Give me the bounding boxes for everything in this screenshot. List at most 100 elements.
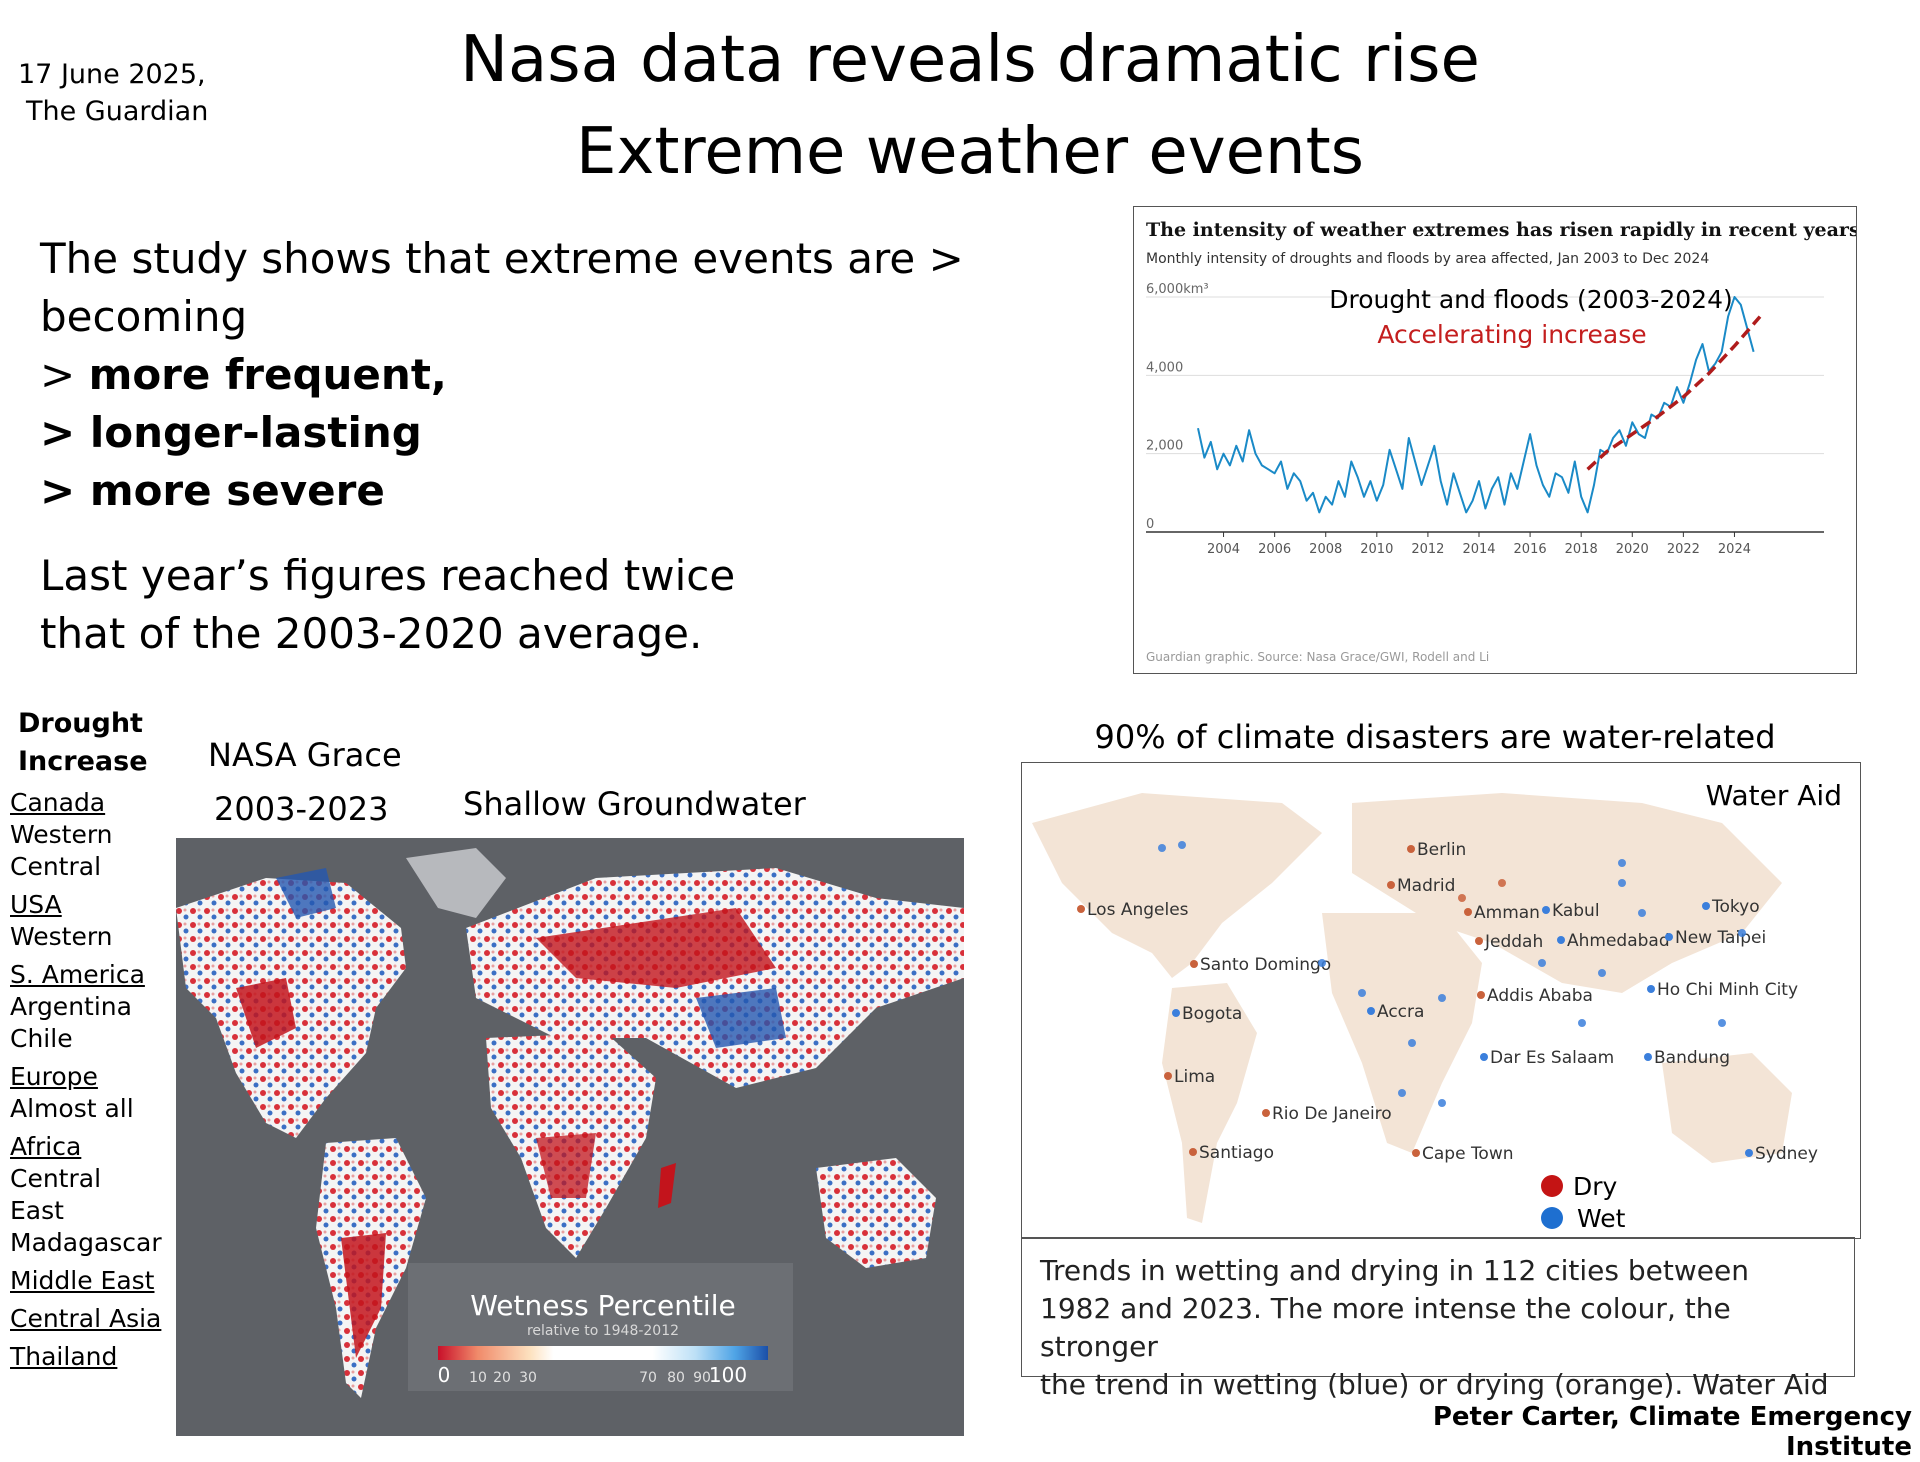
nasa-wetness-map: Wetness Percentile relative to 1948-2012… <box>176 838 964 1436</box>
caption-line-2: 1982 and 2023. The more intense the colo… <box>1040 1292 1731 1363</box>
city-dot <box>1738 929 1746 937</box>
city-label: Ahmedabad <box>1567 931 1670 951</box>
city-dot <box>1172 1009 1180 1017</box>
legend-tick-label: 90 <box>693 1370 711 1386</box>
wa-australia <box>1662 1053 1792 1163</box>
drought-region-name: Middle East <box>10 1266 155 1295</box>
city-dot <box>1189 1148 1197 1156</box>
city-dot <box>1618 859 1626 867</box>
city-label: Lima <box>1174 1067 1215 1087</box>
caption-line-1: Trends in wetting and drying in 112 citi… <box>1040 1254 1749 1287</box>
x-tick-label: 2014 <box>1462 542 1495 557</box>
city-dot <box>1718 1019 1726 1027</box>
x-tick-label: 2022 <box>1667 542 1700 557</box>
city-dot <box>1498 879 1506 887</box>
x-tick-label: 2018 <box>1565 542 1598 557</box>
shallow-groundwater-label: Shallow Groundwater <box>463 785 806 823</box>
chart-footer: Guardian graphic. Source: Nasa Grace/GWI… <box>1146 650 1489 664</box>
city-dot <box>1638 909 1646 917</box>
chart-subtitle: Monthly intensity of droughts and floods… <box>1146 251 1709 267</box>
africa-dry-region <box>536 1133 596 1198</box>
city-dot <box>1398 1089 1406 1097</box>
x-tick-label: 2016 <box>1514 542 1547 557</box>
city-dot <box>1480 1053 1488 1061</box>
x-tick-label: 2020 <box>1616 542 1649 557</box>
city-dot <box>1358 989 1366 997</box>
y-tick-label: 0 <box>1146 517 1154 532</box>
city-label: Madrid <box>1397 876 1455 896</box>
city-dot <box>1542 906 1550 914</box>
legend-wet-dot <box>1541 1207 1563 1229</box>
drought-subregion: Madagascar <box>10 1228 162 1257</box>
study-bullet-2: > longer-lasting <box>40 408 422 457</box>
water-aid-map-svg: Water Aid Berlin Madrid Los Angeles Amman Ka… <box>1032 779 1842 1233</box>
city-dot <box>1618 879 1626 887</box>
city-dot <box>1665 933 1673 941</box>
drought-region-name: Africa <box>10 1132 82 1161</box>
overlay-trend-label: Accelerating increase <box>1377 320 1646 349</box>
city-label: Cape Town <box>1422 1144 1514 1164</box>
city-label: Sydney <box>1755 1144 1818 1164</box>
city-dot <box>1598 969 1606 977</box>
city-dot <box>1318 959 1326 967</box>
greenland-shape <box>406 848 506 918</box>
legend-tick-label: 70 <box>639 1370 657 1386</box>
last-year-note: Last year’s figures reached twice that o… <box>40 547 840 663</box>
series-line <box>1197 296 1755 514</box>
drought-regions: Canada Western Central USA Western S. America… <box>10 787 170 1373</box>
guardian-chart-svg: The intensity of weather extremes has ri… <box>1146 219 1856 664</box>
wa-south-america <box>1162 983 1257 1223</box>
nasa-grace-years: 2003-2023 <box>214 790 389 828</box>
city-dot <box>1477 991 1485 999</box>
city-dot <box>1745 1149 1753 1157</box>
city-dot <box>1702 902 1710 910</box>
study-line-1: The study shows that extreme events are … <box>40 234 964 283</box>
city-dot <box>1387 881 1395 889</box>
drought-heading-1: Drought <box>18 708 143 739</box>
author-credit: Peter Carter, Climate Emergency Institut… <box>1432 1402 1912 1462</box>
madagascar-shape <box>658 1163 676 1208</box>
y-tick-label: 6,000km³ <box>1146 282 1209 297</box>
drought-increase-list: Drought Increase Canada Western Central USA… <box>10 705 170 1373</box>
drought-region-name: Canada <box>10 788 106 817</box>
drought-heading-2: Increase <box>18 746 148 777</box>
drought-subregion: East <box>10 1196 64 1225</box>
legend-tick-label: 100 <box>709 1363 747 1387</box>
city-dot <box>1262 1109 1270 1117</box>
nasa-grace-title: NASA Grace <box>208 736 402 774</box>
wetness-map-svg: Wetness Percentile relative to 1948-2012… <box>176 848 964 1398</box>
city-dot <box>1178 841 1186 849</box>
x-tick-label: 2004 <box>1207 542 1240 557</box>
wa-eurasia <box>1352 793 1782 993</box>
study-line-2: becoming <box>40 292 248 341</box>
legend-tick-label: 20 <box>493 1370 511 1386</box>
city-dot <box>1475 937 1483 945</box>
date-label: 17 June 2025, <box>18 59 206 90</box>
legend-dry-dot <box>1541 1175 1563 1197</box>
drought-subregion: Argentina <box>10 992 132 1021</box>
drought-subregion: Central <box>10 1164 102 1193</box>
y-tick-label: 2,000 <box>1146 439 1183 454</box>
asia-wet-region <box>696 988 786 1048</box>
water-aid-map: Water Aid Berlin Madrid Los Angeles Amman Ka… <box>1021 762 1861 1239</box>
caption-line-3: the trend in wetting (blue) or drying (o… <box>1040 1368 1829 1401</box>
legend-dry-label: Dry <box>1573 1172 1618 1201</box>
city-label: Ho Chi Minh City <box>1657 980 1798 1000</box>
city-label: Berlin <box>1417 840 1466 860</box>
city-dot <box>1164 1072 1172 1080</box>
city-label: New Taipei <box>1675 928 1766 948</box>
legend-wet-label: Wet <box>1577 1204 1626 1233</box>
city-dot <box>1190 960 1198 968</box>
city-dot <box>1647 985 1655 993</box>
drought-region-name: Europe <box>10 1062 98 1091</box>
drought-subregion: Almost all <box>10 1094 134 1123</box>
city-label: Los Angeles <box>1087 900 1189 920</box>
legend-tick-label: 80 <box>667 1370 685 1386</box>
trend-line <box>1586 315 1762 471</box>
title-line-1: Nasa data reveals dramatic rise <box>460 23 1480 97</box>
city-label: Rio De Janeiro <box>1272 1104 1392 1124</box>
eurasia-dry-region <box>536 908 776 988</box>
wa-africa <box>1322 913 1482 1153</box>
drought-region-name: USA <box>10 890 62 919</box>
